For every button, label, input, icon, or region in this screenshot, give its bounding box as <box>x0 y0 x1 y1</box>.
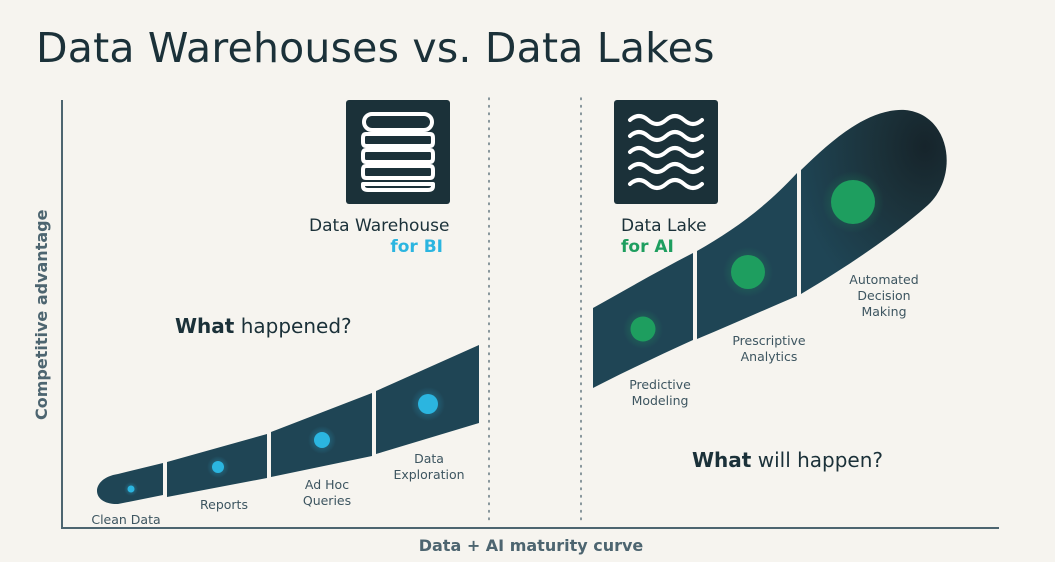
warehouse-label: Data Warehouse for BI <box>309 216 449 258</box>
warehouse-question-rest: happened? <box>234 314 352 338</box>
lake-dot-prescriptive <box>731 255 765 289</box>
lake-title: Data Lake <box>621 216 707 236</box>
stage-clean-data-line-1: Clean Data <box>91 512 161 527</box>
lake-question-bold: What <box>692 448 752 472</box>
stage-automated-line-1: Automated <box>849 272 919 287</box>
stage-clean-data: Clean Data <box>86 512 166 528</box>
warehouse-dot-reports <box>212 461 224 473</box>
warehouse-subtitle: for BI <box>390 237 443 257</box>
stage-reports-line-1: Reports <box>200 497 248 512</box>
stage-predictive-line-2: Modeling <box>631 393 689 408</box>
lake-question: What will happen? <box>692 448 883 472</box>
lake-dot-automated <box>831 180 875 224</box>
database-icon <box>361 112 435 192</box>
stage-predictive-line-1: Predictive <box>629 377 691 392</box>
lake-icon-box <box>614 100 718 204</box>
lake-dot-predictive <box>630 316 656 342</box>
warehouse-question-bold: What <box>175 314 235 338</box>
stage-automated-line-2: Decision <box>857 288 911 303</box>
stage-prescriptive-analytics: Prescriptive Analytics <box>719 333 819 365</box>
stage-prescriptive-line-2: Analytics <box>740 349 798 364</box>
stage-prescriptive-line-1: Prescriptive <box>732 333 806 348</box>
warehouse-title: Data Warehouse <box>309 216 450 236</box>
lake-label: Data Lake for AI <box>621 216 707 258</box>
stage-automated-decision-making: Automated Decision Making <box>834 272 934 320</box>
warehouse-question: What happened? <box>175 314 352 338</box>
page-title: Data Warehouses vs. Data Lakes <box>36 24 715 72</box>
waves-icon <box>628 114 704 190</box>
stage-exploration-line-2: Exploration <box>393 467 465 482</box>
stage-data-exploration: Data Exploration <box>389 451 469 483</box>
warehouse-dot-ad-hoc <box>314 432 330 448</box>
lake-subtitle: for AI <box>621 237 674 257</box>
warehouse-icon-box <box>346 100 450 204</box>
stage-exploration-line-1: Data <box>414 451 444 466</box>
stage-reports: Reports <box>184 497 264 513</box>
warehouse-dot-exploration <box>418 394 438 414</box>
stage-predictive-modeling: Predictive Modeling <box>615 377 705 409</box>
lake-question-rest: will happen? <box>751 448 884 472</box>
x-axis-label: Data + AI maturity curve <box>418 536 644 555</box>
stage-ad-hoc-line-2: Queries <box>302 493 352 508</box>
stage-ad-hoc-queries: Ad Hoc Queries <box>287 477 367 509</box>
stage-automated-line-3: Making <box>861 304 907 319</box>
warehouse-dot-clean-data <box>127 485 135 493</box>
stage-ad-hoc-line-1: Ad Hoc <box>304 477 350 492</box>
